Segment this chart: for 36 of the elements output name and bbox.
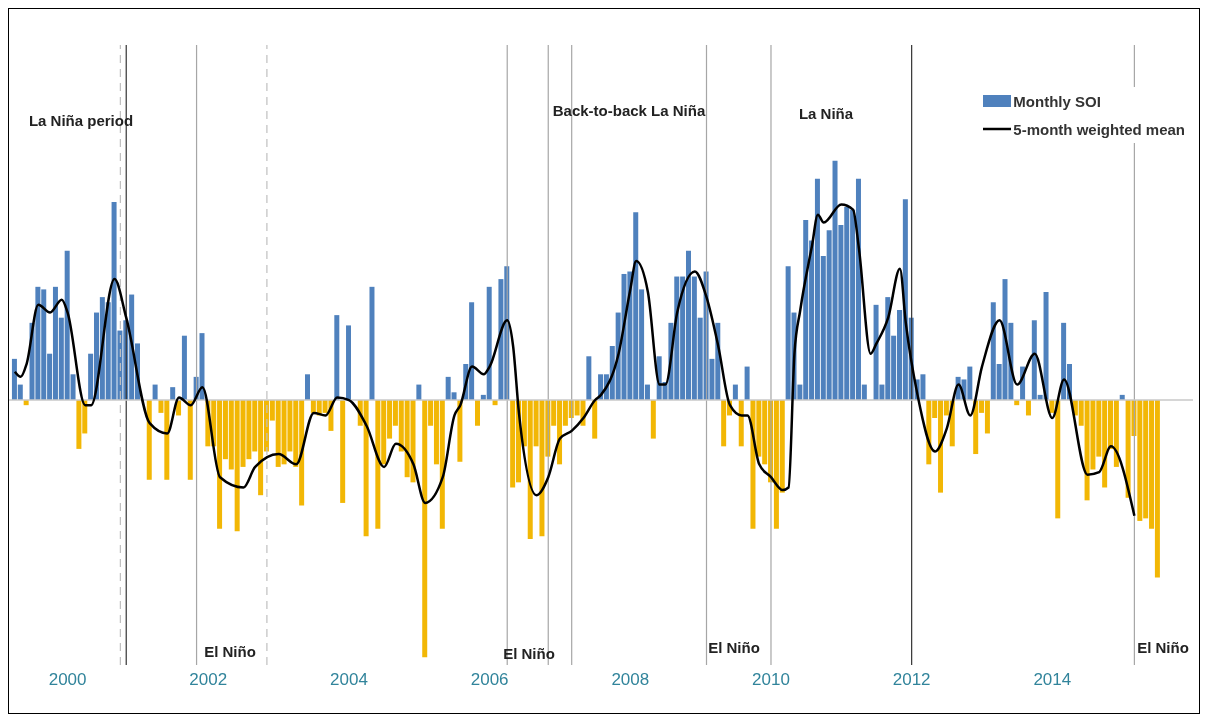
bar — [146, 400, 152, 480]
bar — [650, 400, 656, 439]
x-tick-label: 2000 — [48, 670, 87, 690]
bar — [1025, 400, 1031, 416]
bar — [181, 335, 187, 401]
annotation: El Niño — [708, 639, 760, 656]
x-tick-label: 2012 — [892, 670, 931, 690]
bar — [369, 286, 375, 401]
text: La Niña — [798, 105, 854, 122]
annotation: El Niño — [503, 645, 555, 662]
text: Back-to-back La Niña — [552, 102, 706, 119]
x-tick-label: 2010 — [752, 670, 790, 690]
bar — [340, 400, 346, 503]
bar — [187, 400, 193, 480]
bar — [152, 384, 158, 401]
annotation: El Niño — [204, 643, 256, 660]
x-tick-label: 2008 — [611, 670, 650, 690]
bar — [457, 400, 463, 462]
x-tick-label: 2002 — [189, 670, 228, 690]
bar — [334, 315, 340, 401]
x-tick-label: 2014 — [1033, 670, 1072, 690]
annotation: El Niño — [1137, 639, 1189, 656]
x-tick-label: 2006 — [470, 670, 509, 690]
bar — [586, 356, 592, 401]
bar — [170, 387, 176, 401]
bar — [474, 400, 480, 426]
legend-label: 5-month weighted mean — [1013, 120, 1185, 138]
legend-label: Monthly SOI — [1013, 92, 1101, 110]
bar — [744, 366, 750, 401]
bar — [416, 384, 422, 401]
bar — [738, 400, 744, 447]
bar — [592, 400, 598, 439]
bar — [305, 374, 310, 401]
bar — [732, 384, 738, 401]
bar — [346, 325, 352, 401]
x-tick-label: 2004 — [330, 670, 368, 690]
